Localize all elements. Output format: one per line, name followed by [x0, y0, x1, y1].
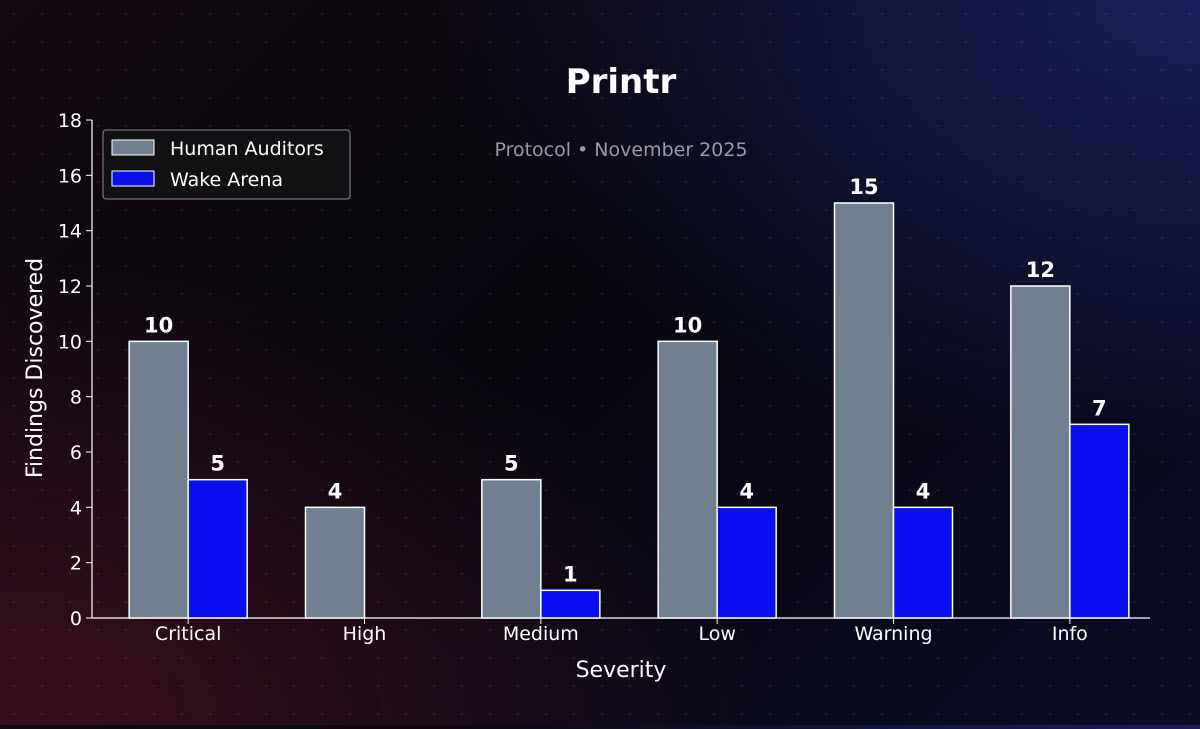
x-tick-label: Critical	[155, 623, 221, 645]
x-tick-label: High	[343, 623, 387, 645]
bar-wake-arena	[1069, 423, 1130, 619]
bar-value-label: 1	[563, 562, 578, 586]
y-tick-label: 6	[70, 442, 82, 464]
y-axis-label: Findings Discovered	[23, 258, 48, 478]
bar-value-label: 7	[1092, 396, 1107, 420]
legend-swatch-wake-arena	[111, 170, 155, 187]
legend-swatch-human-auditors	[111, 139, 155, 156]
x-axis: Critical High Medium Low Warning Info	[92, 617, 1150, 645]
bar-human-auditors	[833, 202, 895, 619]
y-tick-label: 16	[58, 165, 82, 187]
bar-value-label: 15	[849, 175, 878, 199]
legend-label-human-auditors: Human Auditors	[170, 138, 324, 160]
y-tick-label: 10	[58, 331, 82, 353]
legend: Human Auditors Wake Arena	[102, 129, 351, 200]
legend-box	[102, 129, 351, 200]
bar-value-label: 10	[144, 313, 173, 337]
bar-value-label: 12	[1026, 258, 1055, 282]
bar-wake-arena	[892, 506, 954, 619]
y-tick-label: 4	[70, 497, 82, 519]
x-tick-label: Warning	[854, 623, 932, 645]
bar-value-label: 10	[673, 313, 702, 337]
bar-human-auditors	[481, 478, 542, 619]
legend-label-wake-arena: Wake Arena	[170, 169, 283, 191]
bar-human-auditors	[657, 340, 718, 619]
bar-value-label: 5	[504, 452, 519, 476]
y-tick-label: 8	[70, 387, 82, 409]
bar-wake-arena	[540, 589, 601, 619]
x-tick-label: Info	[1052, 623, 1088, 645]
y-tick-label: 12	[58, 276, 82, 298]
bar-value-label: 5	[210, 452, 225, 476]
y-tick-label: 0	[70, 608, 82, 630]
bar-wake-arena	[716, 506, 777, 619]
bar-human-auditors	[1010, 285, 1071, 619]
chart-subtitle: Protocol • November 2025	[494, 139, 747, 161]
bar-wake-arena	[187, 478, 248, 619]
bar-value-label: 4	[916, 479, 931, 503]
y-tick-label: 2	[70, 553, 82, 575]
bar-human-auditors	[128, 340, 189, 619]
y-axis: 0 2 4 6 8 10 12 14 16 18	[58, 110, 93, 630]
chart-title: Printr	[566, 62, 677, 102]
x-tick-label: Medium	[503, 623, 579, 645]
y-tick-label: 18	[58, 110, 82, 132]
bar-value-labels: 10 5 4 5 1 10 4 15 4 12 7	[144, 175, 1107, 586]
bar-human-auditors	[304, 506, 366, 619]
x-tick-label: Low	[698, 623, 735, 645]
bar-value-label: 4	[328, 479, 343, 503]
y-tick-label: 14	[58, 221, 82, 243]
x-axis-label: Severity	[576, 658, 667, 683]
bars-group	[128, 202, 1130, 619]
bar-value-label: 4	[739, 479, 754, 503]
